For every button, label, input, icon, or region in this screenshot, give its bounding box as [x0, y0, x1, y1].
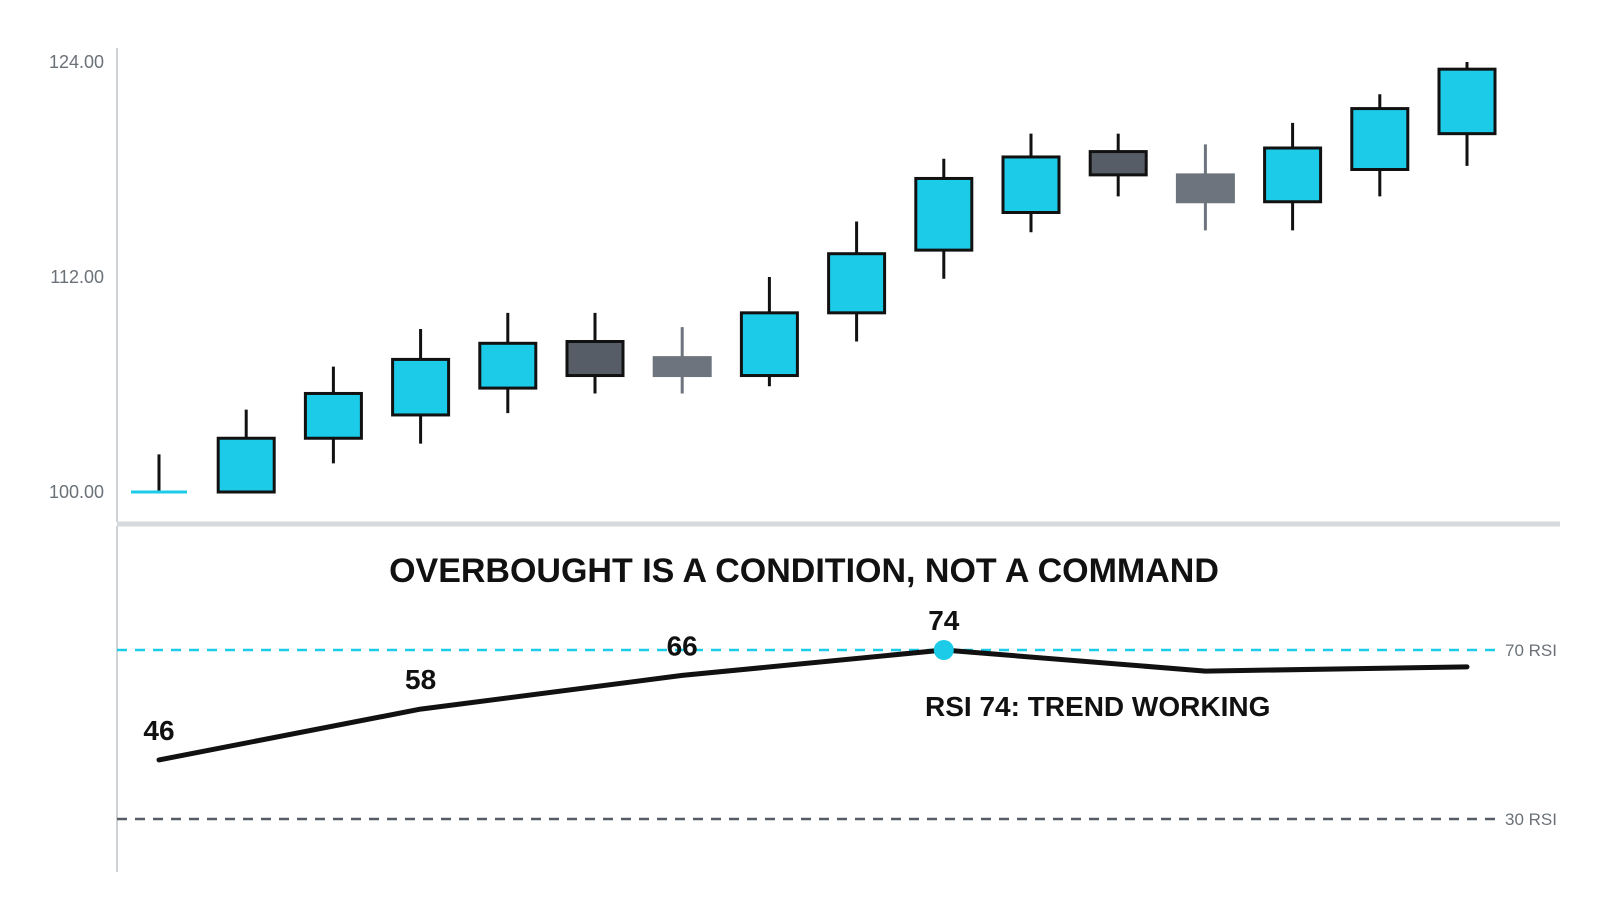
candle-body — [1088, 150, 1148, 177]
candle — [1088, 133, 1148, 197]
candle-body — [739, 311, 799, 378]
candle-body — [827, 252, 887, 315]
candle-body — [1437, 67, 1497, 136]
candle — [914, 158, 974, 279]
rsi-value-label-74: 74 — [928, 605, 960, 636]
candle — [652, 327, 712, 394]
candle-body — [303, 391, 363, 440]
candle — [739, 277, 799, 387]
candle-body — [1175, 173, 1235, 204]
candle-body — [391, 357, 451, 417]
candle-body — [478, 341, 538, 390]
candle-body — [652, 356, 712, 378]
rsi-line — [156, 647, 1470, 763]
rsi-panel: OVERBOUGHT IS A CONDITION, NOT A COMMAND… — [116, 526, 1557, 872]
candle-body — [1001, 155, 1061, 214]
candle — [216, 409, 276, 494]
y-tick-label-112: 112.00 — [50, 267, 104, 287]
candle — [1175, 144, 1235, 231]
rsi-peak-marker — [933, 640, 954, 660]
candle — [391, 328, 451, 444]
candle-body — [1263, 146, 1323, 204]
overbought-70-label: 70 RSI — [1505, 641, 1557, 660]
y-tick-label-124: 124.00 — [49, 52, 104, 72]
rsi-annotation: RSI 74: TREND WORKING — [925, 691, 1270, 722]
candle — [303, 366, 363, 464]
candle — [1263, 122, 1323, 231]
oversold-30-label: 30 RSI — [1505, 810, 1557, 829]
candle-body — [216, 436, 276, 494]
candles — [131, 62, 1497, 494]
candle-body — [1350, 107, 1410, 172]
candle — [565, 312, 625, 394]
candle — [1437, 62, 1497, 166]
candle — [131, 454, 187, 494]
rsi-value-label-46: 46 — [143, 715, 174, 746]
candle — [478, 312, 538, 414]
y-tick-label-100: 100.00 — [49, 482, 104, 502]
candle — [1001, 133, 1061, 233]
candle-body — [914, 176, 974, 252]
candle — [827, 221, 887, 342]
candle-body — [565, 340, 625, 378]
candle — [1350, 94, 1410, 197]
rsi-value-label-58: 58 — [405, 664, 436, 695]
rsi-value-label-66: 66 — [667, 630, 698, 661]
price-panel: 124.00 112.00 100.00 — [49, 48, 1560, 527]
rsi-panel-title: OVERBOUGHT IS A CONDITION, NOT A COMMAND — [389, 552, 1219, 590]
